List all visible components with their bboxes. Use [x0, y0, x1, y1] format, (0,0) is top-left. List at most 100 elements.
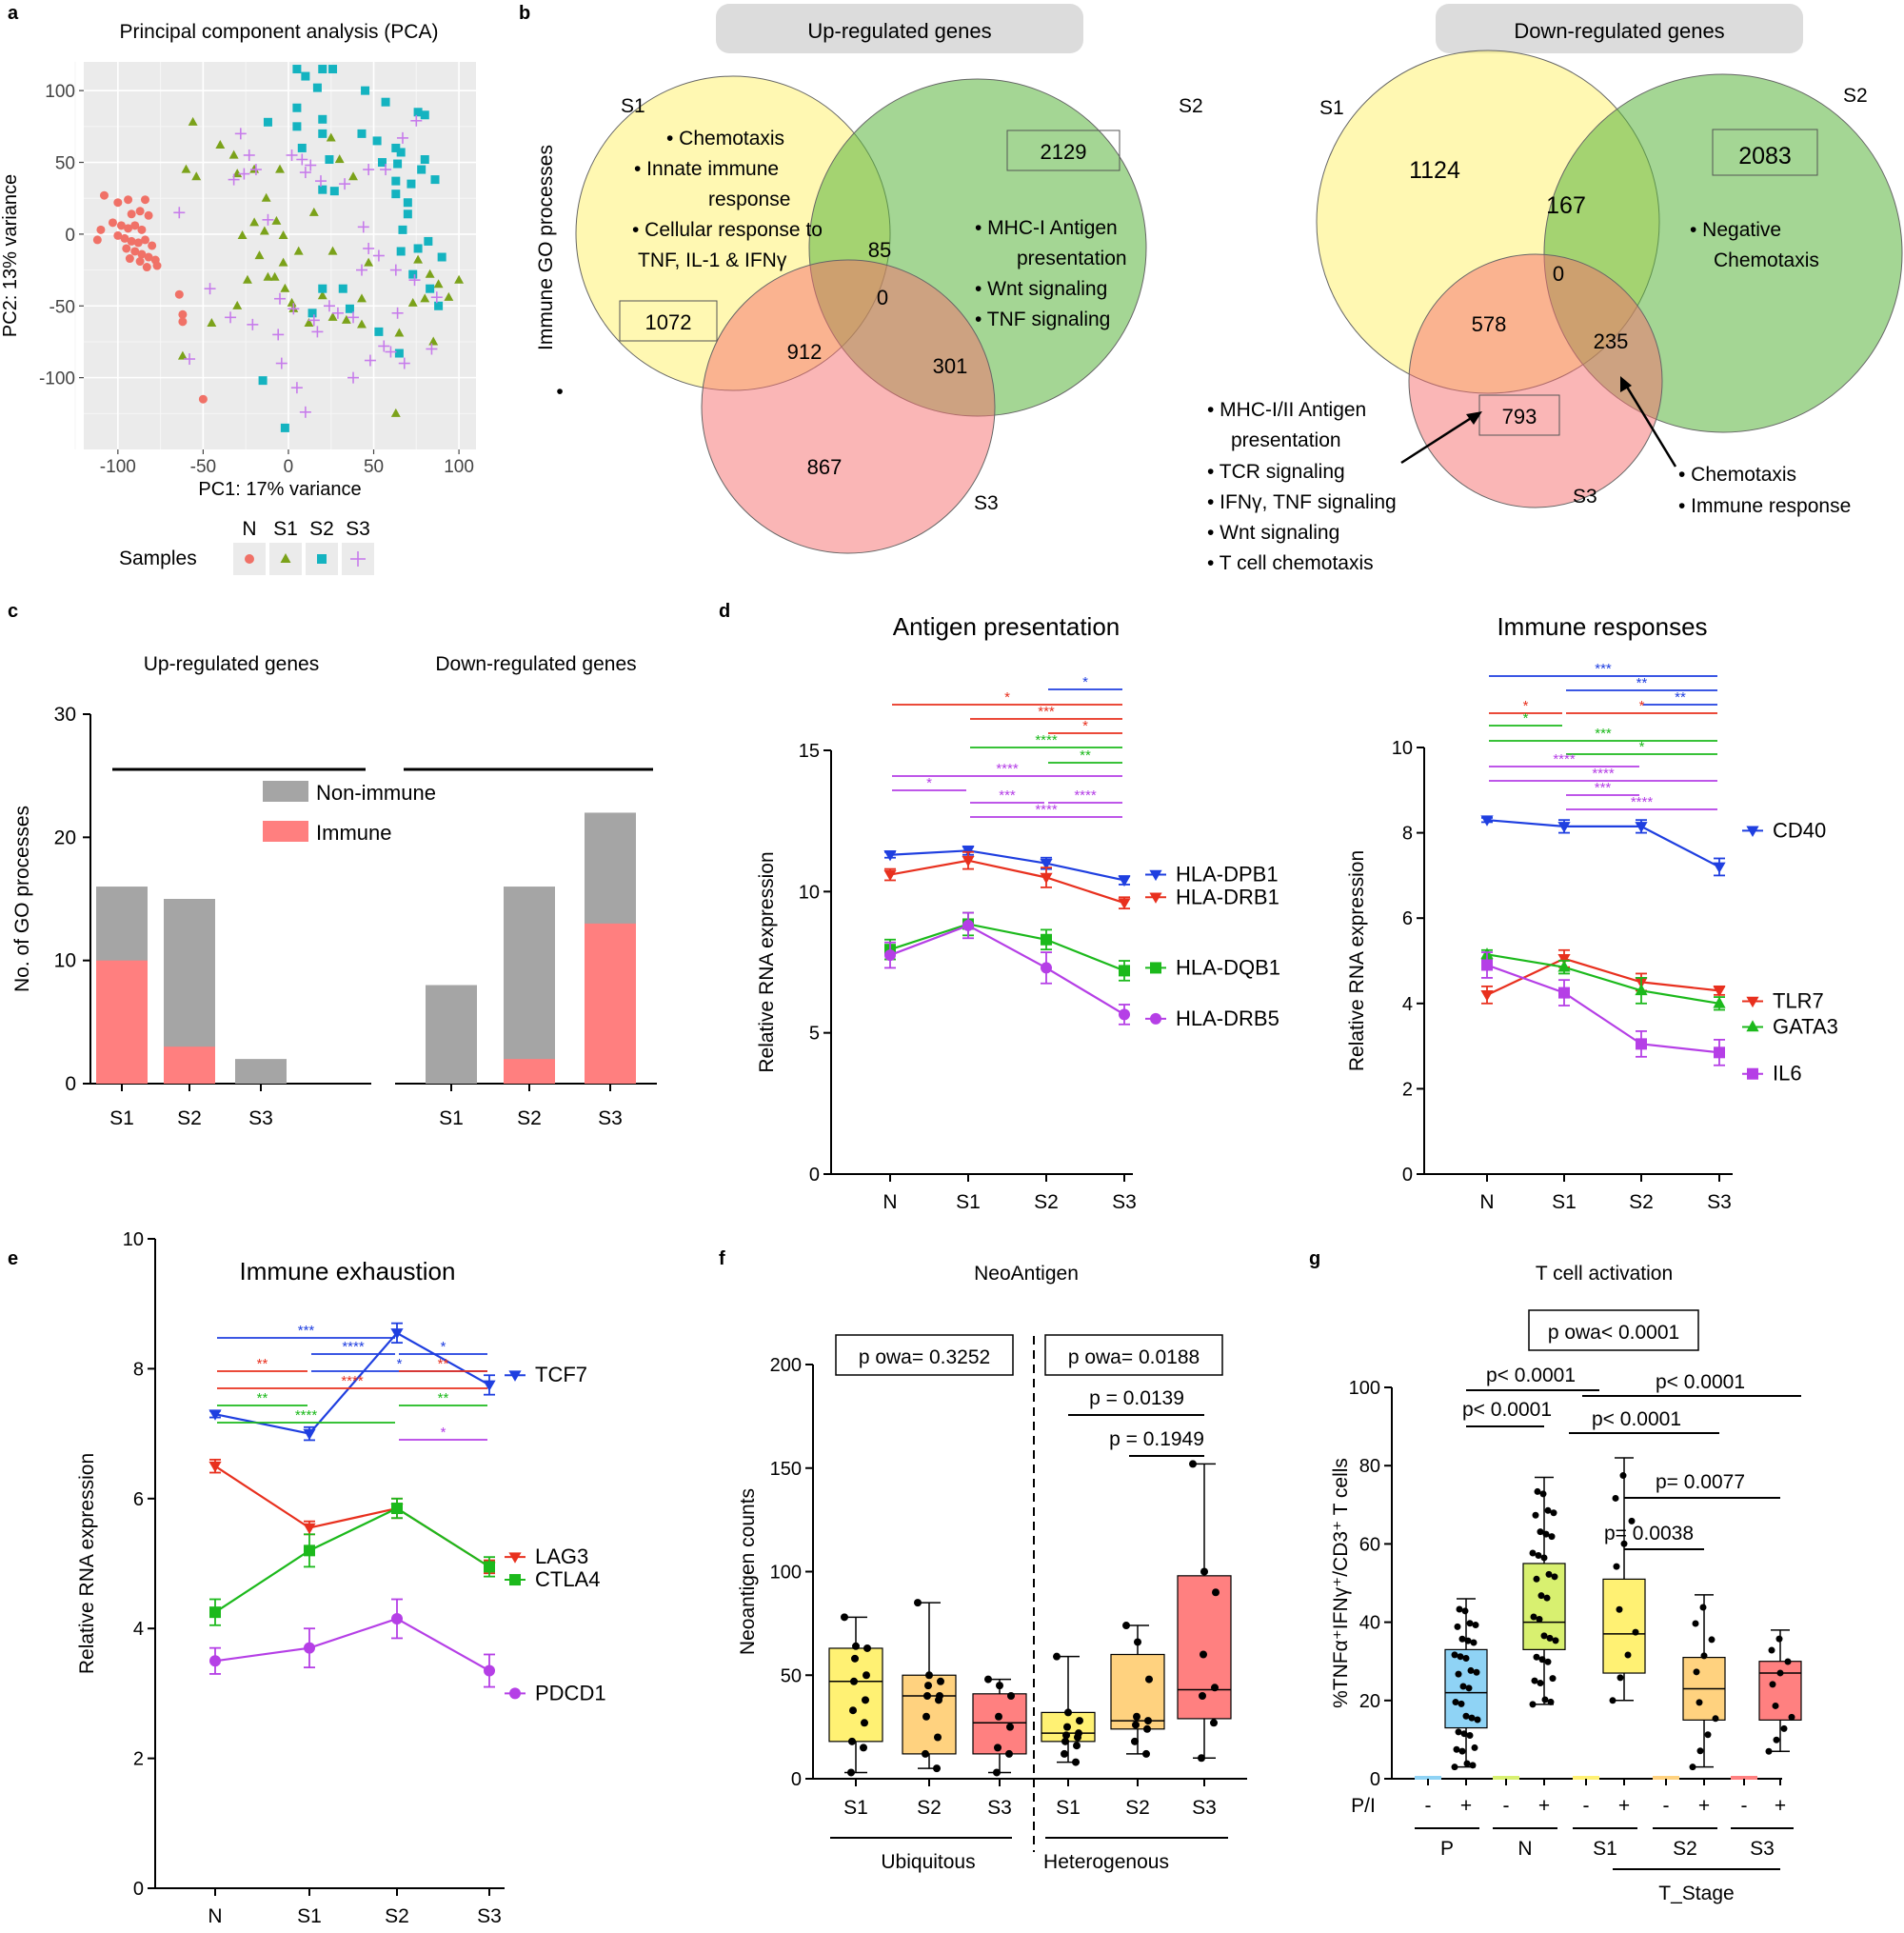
x-tick-label: -100: [100, 457, 136, 477]
significance-stars: ***: [1595, 780, 1612, 796]
legend-marker: [1150, 1012, 1161, 1025]
pca-point-S1: [228, 149, 239, 159]
sign-label: -: [1741, 1795, 1748, 1817]
pca-point-S3: [228, 173, 240, 186]
pca-point-S2: [417, 165, 426, 174]
series-label: LAG3: [535, 1544, 588, 1568]
data-point: [1005, 1749, 1013, 1758]
pca-point-S2: [381, 97, 390, 107]
venn-annotation: • Wnt signaling: [1207, 522, 1339, 544]
data-point: [1537, 1592, 1545, 1600]
venn-title: Down-regulated genes: [1514, 19, 1724, 43]
pca-point-S2: [391, 143, 401, 152]
chart-title: Immune responses: [1497, 612, 1707, 641]
data-point: [1464, 1637, 1472, 1644]
significance-stars: **: [257, 1356, 268, 1372]
pca-point-S2: [396, 247, 406, 256]
venn-annotation: presentation: [1231, 429, 1341, 451]
y-tick-label: 2: [1402, 1079, 1413, 1100]
pca-point-N: [198, 394, 208, 404]
panel-label: d: [719, 601, 730, 622]
data-point: [1463, 1760, 1471, 1767]
data-point: [1540, 1554, 1548, 1562]
sign-label: +: [1775, 1795, 1786, 1817]
data-point: [1462, 1712, 1470, 1720]
sign-label: +: [1618, 1795, 1630, 1817]
venn-annotation: response: [708, 189, 790, 210]
group-label: Heterogenous: [1043, 1851, 1169, 1873]
data-point: [851, 1654, 859, 1663]
pca-title: Principal component analysis (PCA): [120, 21, 439, 43]
pca-point-S1: [278, 257, 288, 267]
venn-annotation: • Immune response: [1678, 495, 1851, 517]
significance-stars: **: [438, 1356, 449, 1372]
point-LAG3: [303, 1523, 316, 1535]
pca-point-S3: [274, 292, 286, 305]
pca-point-S3: [430, 291, 443, 304]
data-point: [1544, 1658, 1552, 1665]
data-point: [1546, 1634, 1554, 1642]
data-point: [1535, 1551, 1542, 1559]
pca-point-S1: [237, 229, 248, 239]
data-point: [1619, 1472, 1627, 1480]
category-label: N: [1517, 1838, 1532, 1860]
pca-point-S3: [378, 340, 390, 352]
series-line-HLA-DRB5: [889, 924, 1125, 1016]
data-point: [1773, 1736, 1780, 1744]
pca-point-N: [127, 209, 136, 219]
pca-point-S3: [347, 311, 360, 324]
series-line-HLA-DPB1: [889, 849, 1125, 882]
pca-point-S3: [347, 371, 360, 384]
point-CTLA4: [304, 1544, 315, 1557]
venn-region-count: 912: [787, 340, 823, 364]
pca-point-N: [130, 221, 140, 230]
point-IL6: [1636, 1038, 1647, 1050]
x-tick-label: S1: [297, 1905, 322, 1927]
venn-region-count: 301: [933, 354, 968, 378]
pca-point-S3: [398, 357, 410, 369]
pca-point-S2: [372, 136, 382, 146]
data-point: [937, 1677, 944, 1685]
pca-point-S3: [184, 353, 196, 366]
x-tick-label: S3: [1112, 1191, 1137, 1213]
data-point: [1189, 1460, 1197, 1468]
y-axis-label: Neoantigen counts: [737, 1488, 759, 1655]
pca-point-S3: [299, 167, 311, 179]
venn-panel: Immune GO processes • Up-regulated genes S1…: [535, 4, 1903, 574]
y-tick-label: 5: [809, 1024, 820, 1045]
legend-marker: [509, 1574, 521, 1586]
panel-label: e: [8, 1248, 18, 1269]
point-HLA-DQB1: [1041, 933, 1052, 946]
data-point: [863, 1671, 870, 1680]
data-point: [1534, 1487, 1541, 1495]
venn-annotation: • TNF signaling: [975, 309, 1110, 330]
y-tick-label: 0: [65, 1073, 76, 1095]
pca-point-S1: [271, 215, 282, 225]
chart-title: T cell activation: [1536, 1263, 1673, 1285]
x-tick-label: N: [883, 1191, 897, 1213]
significance-stars: *: [397, 1356, 403, 1372]
pca-point-S3: [262, 213, 274, 226]
point-PDCD1: [304, 1642, 315, 1654]
group-title: Down-regulated genes: [435, 653, 636, 675]
pca-point-S3: [234, 128, 247, 140]
data-point: [1537, 1680, 1544, 1687]
data-point: [1542, 1530, 1550, 1538]
series-label: CTLA4: [535, 1567, 600, 1591]
venn-header-bg: [1436, 4, 1803, 53]
pca-point-N: [124, 224, 133, 233]
data-point: [1467, 1666, 1475, 1674]
pca-point-S3: [396, 131, 408, 144]
series-line-HLA-DRB1: [889, 859, 1125, 905]
data-point: [847, 1768, 855, 1777]
pca-point-S3: [173, 207, 186, 219]
pca-point-S2: [301, 71, 310, 81]
stat-label: p< 0.0001: [1462, 1399, 1552, 1421]
legend-marker: [1149, 892, 1162, 904]
significance-stars: ***: [999, 787, 1016, 804]
pca-point-S2: [394, 349, 404, 358]
significance-stars: ***: [298, 1323, 315, 1339]
pca-point-N: [137, 249, 147, 259]
significance-stars: ****: [1592, 766, 1615, 782]
pca-point-S3: [249, 164, 262, 176]
